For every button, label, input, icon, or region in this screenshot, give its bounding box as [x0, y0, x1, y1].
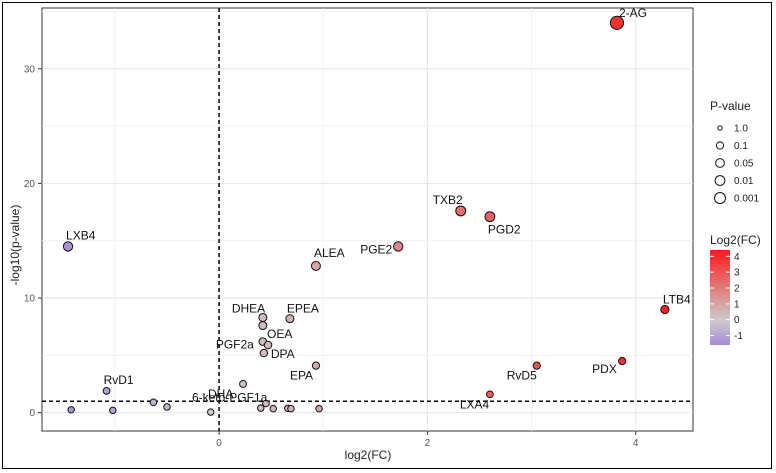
point-label: EPEA: [287, 302, 319, 316]
point-label: DHA: [208, 387, 233, 401]
size-legend-key: [717, 125, 723, 131]
size-legend-label: 0.1: [734, 141, 748, 152]
data-point[interactable]: [609, 15, 625, 31]
point-label: RvD5: [507, 369, 537, 383]
data-point[interactable]: [269, 404, 277, 413]
point-label: DHEA: [232, 302, 265, 316]
data-point[interactable]: [262, 399, 270, 408]
point-label: OEA: [267, 327, 292, 341]
point-label: PGE2: [360, 242, 392, 256]
size-legend-key: [714, 175, 726, 186]
size-legend-label: 0.01: [734, 176, 754, 187]
colorbar-label: 1: [734, 299, 740, 310]
point-label: 6-keto-PGF1a: [192, 390, 268, 404]
data-point[interactable]: [62, 241, 74, 252]
data-point[interactable]: [207, 408, 215, 416]
point-label: ALEA: [314, 246, 345, 260]
size-legend-title: P-value: [710, 99, 751, 113]
size-legend-label: 1.0: [734, 124, 748, 135]
data-point[interactable]: [486, 390, 494, 399]
data-point[interactable]: [287, 404, 295, 413]
x-tick-label: 0: [216, 438, 222, 449]
point-label: LXA4: [460, 397, 490, 411]
point-label: PGD2: [488, 223, 521, 237]
data-point[interactable]: [484, 211, 496, 223]
data-point[interactable]: [67, 406, 75, 414]
data-point[interactable]: [660, 304, 670, 315]
y-tick-label: 10: [24, 294, 36, 305]
y-tick-label: 20: [24, 179, 36, 190]
data-point[interactable]: [109, 406, 117, 415]
data-point[interactable]: [310, 260, 321, 271]
colorbar-label: 3: [734, 268, 740, 279]
y-axis-title: -log10(p-value): [8, 205, 22, 286]
size-legend-key: [715, 158, 725, 168]
data-point[interactable]: [149, 398, 158, 407]
data-point[interactable]: [393, 241, 404, 252]
point-label: PDX: [592, 362, 617, 376]
data-point[interactable]: [618, 356, 627, 366]
data-point[interactable]: [163, 403, 171, 411]
colorbar-label: 2: [734, 284, 740, 295]
data-point[interactable]: [259, 348, 269, 358]
point-label: EPA: [290, 369, 313, 383]
plot-panel: [41, 7, 694, 432]
data-point[interactable]: [532, 361, 541, 370]
figure-frame: [2, 2, 772, 469]
x-axis-title: log2(FC): [345, 448, 392, 462]
data-point[interactable]: [311, 361, 321, 370]
x-tick-label: 4: [633, 438, 639, 449]
point-label: 2-AG: [619, 6, 647, 20]
data-point[interactable]: [285, 314, 295, 324]
y-tick-label: 30: [24, 64, 36, 75]
point-label: LTB4: [663, 292, 691, 306]
data-point[interactable]: [258, 321, 268, 330]
point-label: PGF2a: [216, 338, 254, 352]
colorbar-label: 4: [734, 252, 740, 263]
data-point[interactable]: [102, 386, 111, 395]
data-point[interactable]: [239, 380, 247, 388]
colorbar: [710, 250, 730, 345]
data-point[interactable]: [256, 404, 265, 412]
data-point[interactable]: [455, 205, 467, 217]
size-legend-label: 0.001: [734, 194, 759, 205]
colorbar-label: -1: [734, 331, 743, 342]
colorbar-label: 0: [734, 315, 740, 326]
color-legend-title: Log2(FC): [710, 233, 761, 247]
point-label: DPA: [271, 347, 295, 361]
point-label: TXB2: [433, 193, 463, 207]
size-legend-key: [714, 192, 726, 204]
data-point[interactable]: [263, 340, 273, 350]
size-legend-key: [715, 141, 725, 150]
size-legend-label: 0.05: [734, 159, 754, 170]
data-point[interactable]: [315, 404, 323, 413]
point-label: LXB4: [66, 228, 96, 242]
x-tick-label: 2: [425, 438, 431, 449]
y-tick-label: 0: [29, 408, 35, 419]
point-label: RvD1: [104, 373, 134, 387]
